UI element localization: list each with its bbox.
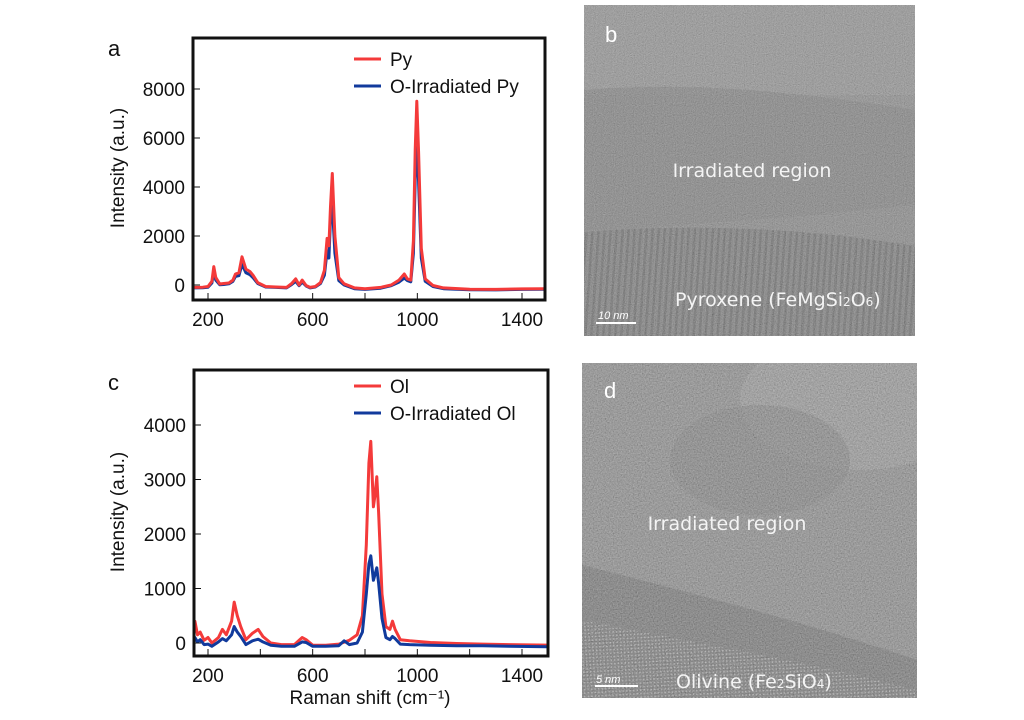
- legend-label-ol: Ol: [390, 377, 409, 398]
- panel-label-a: a: [108, 36, 121, 61]
- raman-chart-pyroxene: a 200 600 1000 1400 0 2000 4000 6000 8000 Intens…: [108, 36, 547, 331]
- series-line-ol: [195, 439, 547, 647]
- y-tick-label-0: 0: [175, 634, 186, 655]
- x-tick-label-600: 600: [297, 310, 329, 331]
- y-axis-title-c: Intensity (a.u.): [108, 452, 129, 572]
- y-tick-label-2000: 2000: [144, 525, 186, 546]
- x-tick-label-200: 200: [192, 666, 224, 687]
- x-tick-label-1000: 1000: [396, 310, 438, 331]
- scale-bar-label-b: 10 nm: [598, 310, 629, 322]
- plot-frame-a: [191, 36, 547, 302]
- legend-c: Ol O-Irradiated Ol: [354, 377, 516, 425]
- x-tick-label-600: 600: [297, 666, 329, 687]
- y-tick-label-3000: 3000: [144, 471, 186, 492]
- tem-image-pyroxene: b Irradiated region Pyroxene (FeMgSi2O6)…: [584, 5, 915, 336]
- irradiated-region-label-b: Irradiated region: [673, 160, 832, 182]
- y-tick-label-2000: 2000: [143, 227, 185, 248]
- panel-label-c: c: [108, 370, 119, 395]
- legend-label-irradiated-py: O-Irradiated Py: [390, 77, 519, 98]
- panel-label-b: b: [605, 22, 617, 47]
- irradiated-region-label-d: Irradiated region: [648, 513, 807, 535]
- x-tick-label-200: 200: [192, 310, 224, 331]
- y-tick-label-4000: 4000: [143, 178, 185, 199]
- panel-label-d: d: [604, 378, 616, 403]
- mineral-label-pyroxene: Pyroxene (FeMgSi2O6): [675, 289, 881, 311]
- legend-label-irradiated-ol: O-Irradiated Ol: [390, 404, 516, 425]
- legend-a: Py O-Irradiated Py: [354, 50, 519, 98]
- y-tick-label-8000: 8000: [143, 80, 185, 101]
- x-tick-label-1400: 1400: [501, 310, 543, 331]
- raman-chart-olivine: c 200 600 1000 1400 0 1000 2000 3000 4000 Intens…: [108, 368, 550, 709]
- y-tick-label-0: 0: [174, 276, 185, 297]
- scale-bar-label-d: 5 nm: [596, 674, 620, 686]
- series-line-py: [194, 99, 544, 291]
- y-tick-label-6000: 6000: [143, 129, 185, 150]
- x-tick-label-1400: 1400: [501, 666, 543, 687]
- x-tick-label-1000: 1000: [396, 666, 438, 687]
- x-axis-title-c: Raman shift (cm⁻¹): [290, 688, 451, 709]
- mineral-label-olivine: Olivine (Fe2SiO4): [676, 671, 832, 693]
- y-tick-label-1000: 1000: [144, 580, 186, 601]
- series-line-o-irradiated-ol: [195, 554, 547, 649]
- y-axis-title-a: Intensity (a.u.): [108, 108, 129, 228]
- tem-image-olivine: d Irradiated region Olivine (Fe2SiO4) 5 …: [582, 363, 917, 698]
- legend-label-py: Py: [390, 50, 413, 71]
- plot-frame-c: [192, 368, 550, 658]
- y-tick-label-4000: 4000: [144, 416, 186, 437]
